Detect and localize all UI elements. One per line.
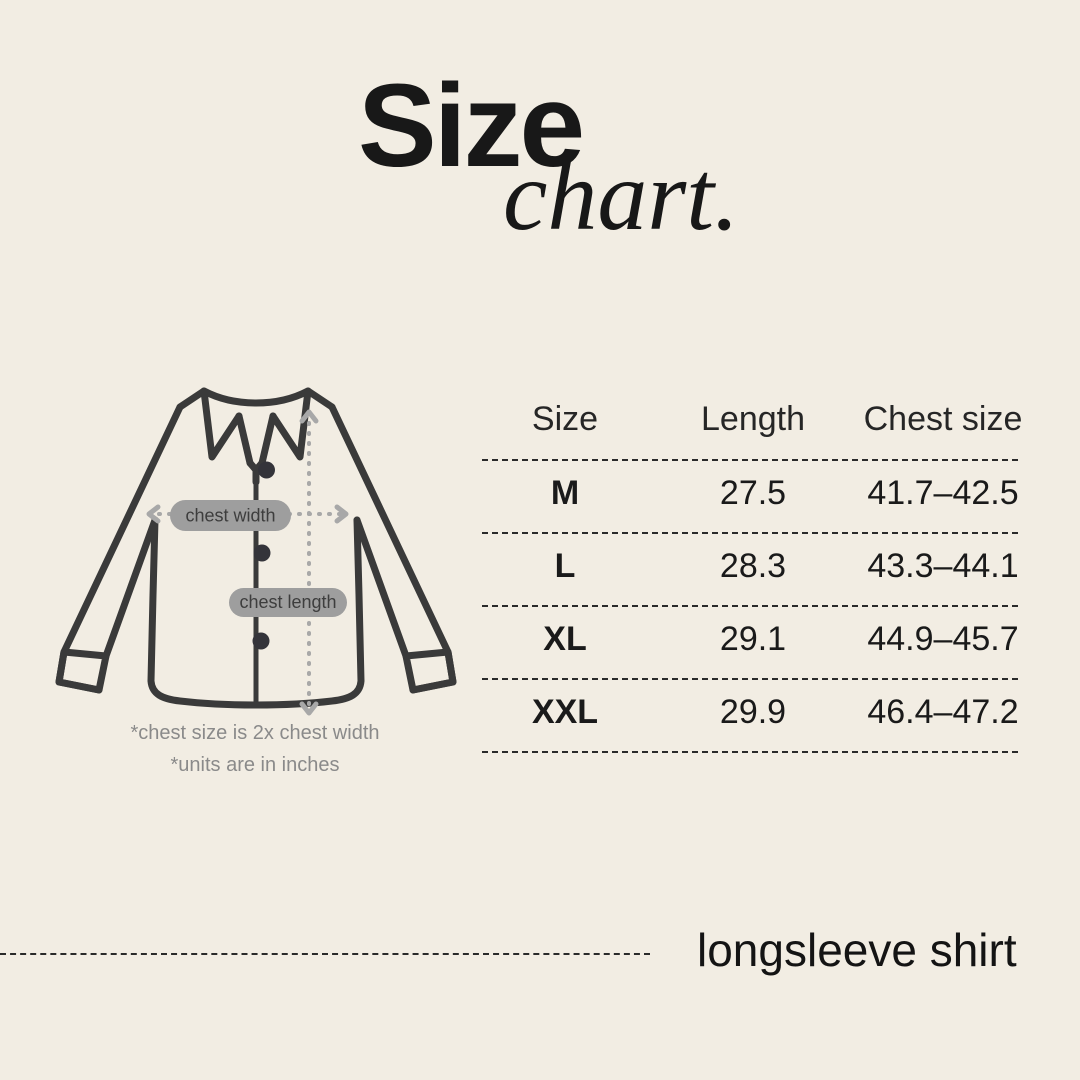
svg-text:chest length: chest length — [239, 592, 336, 612]
svg-text:chest width: chest width — [185, 506, 275, 526]
